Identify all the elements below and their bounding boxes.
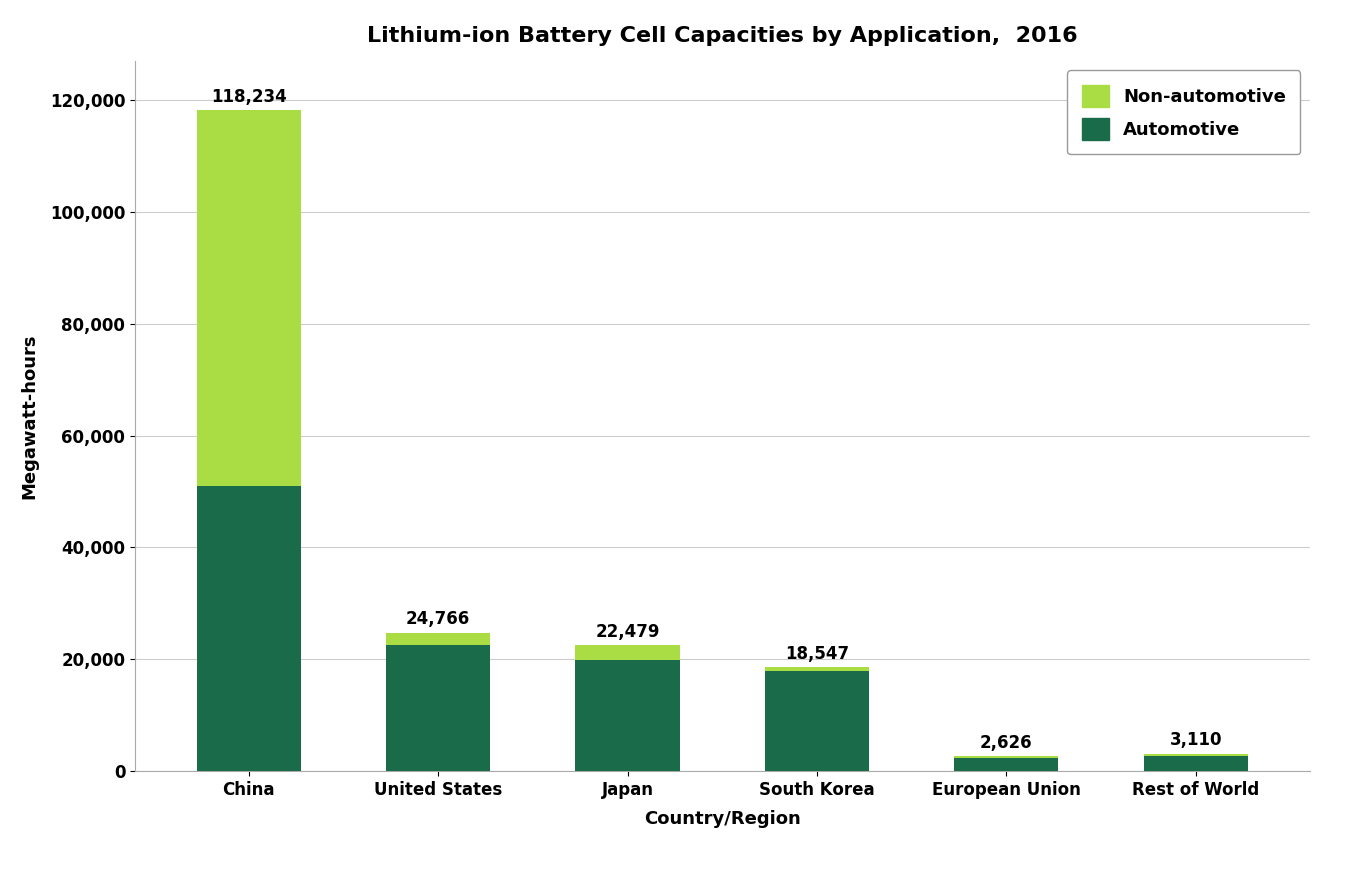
Legend: Non-automotive, Automotive: Non-automotive, Automotive: [1068, 70, 1300, 154]
Text: 3,110: 3,110: [1169, 731, 1222, 749]
Text: 22,479: 22,479: [595, 623, 660, 641]
Bar: [386, 632, 490, 645]
Y-axis label: Megawatt-hours: Megawatt-hours: [20, 334, 39, 498]
Title: Lithium-ion Battery Cell Capacities by Application,  2016: Lithium-ion Battery Cell Capacities by A…: [367, 26, 1077, 46]
Bar: [197, 486, 301, 771]
Bar: [575, 646, 679, 661]
Bar: [954, 756, 1058, 758]
Text: 2,626: 2,626: [980, 734, 1033, 752]
Text: 18,547: 18,547: [784, 645, 849, 663]
Bar: [575, 661, 679, 771]
Bar: [1143, 756, 1247, 771]
Bar: [765, 668, 869, 671]
Bar: [765, 671, 869, 771]
X-axis label: Country/Region: Country/Region: [644, 809, 801, 828]
Text: 118,234: 118,234: [211, 88, 286, 106]
Bar: [386, 645, 490, 771]
Text: 24,766: 24,766: [406, 610, 470, 628]
Bar: [1143, 753, 1247, 756]
Bar: [197, 110, 301, 486]
Bar: [954, 758, 1058, 771]
